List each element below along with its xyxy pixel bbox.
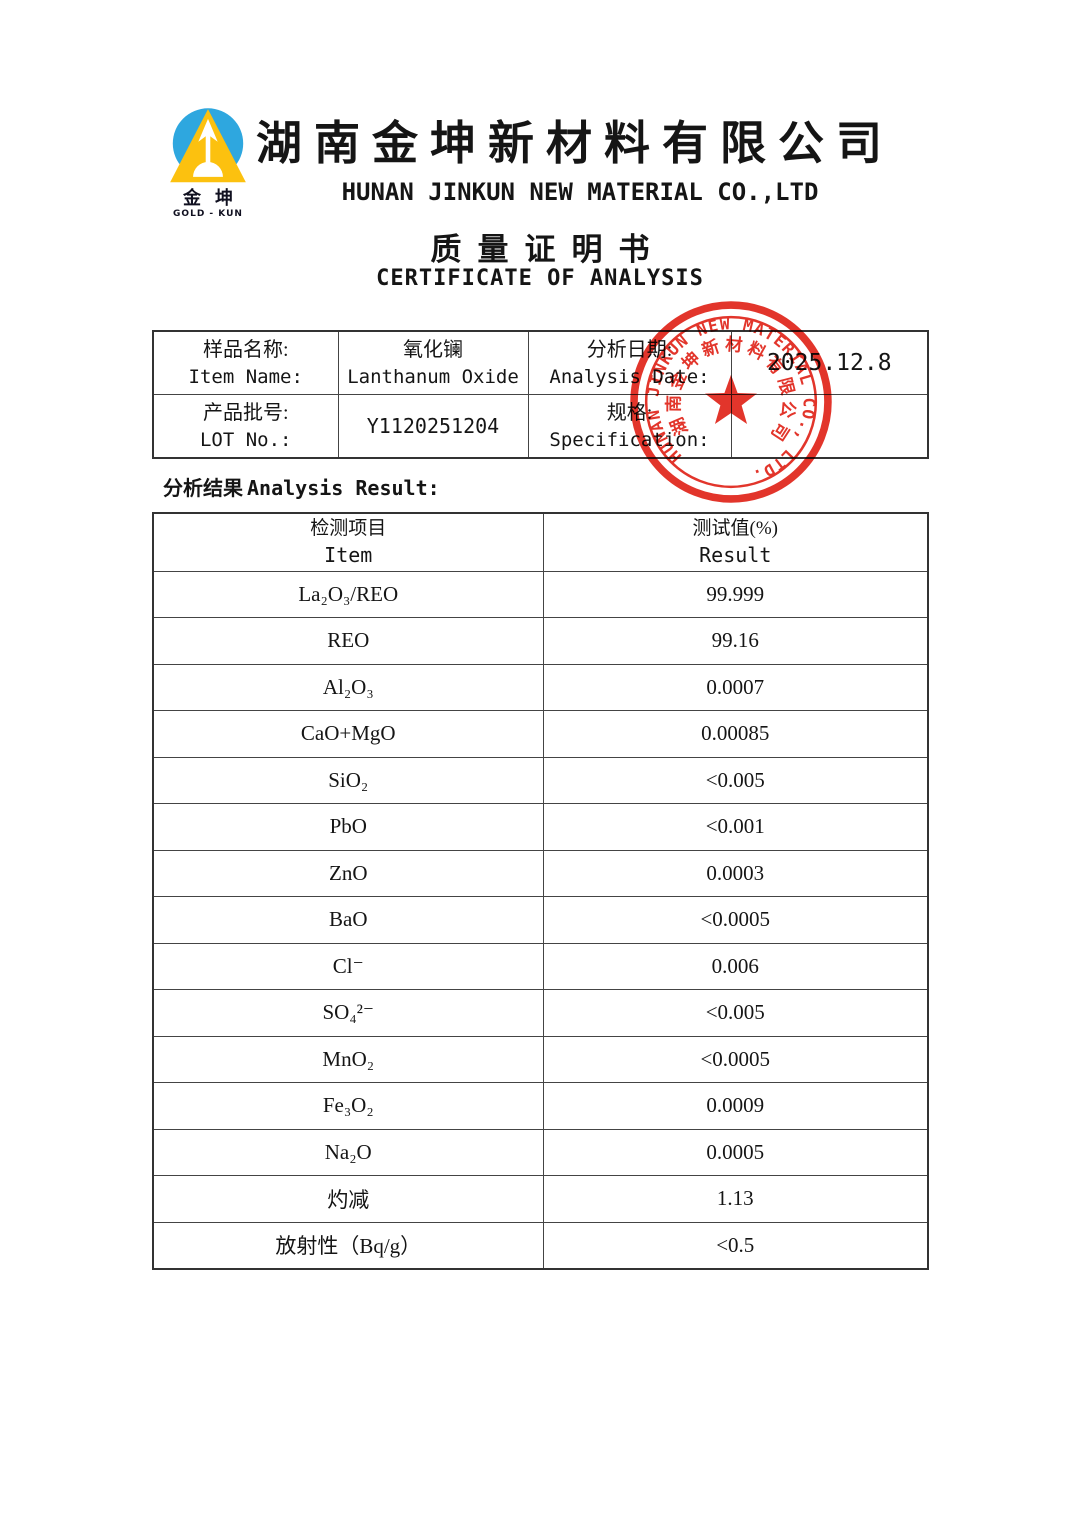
item-cell: La₂O₃/REO bbox=[152, 570, 544, 618]
item-cell: CaO+MgO bbox=[152, 710, 544, 758]
item-cell: Fe₃O₂ bbox=[152, 1082, 544, 1130]
analysis-result-table: 检测项目 Item 测试值(%) Result La₂O₃/REO 99.999 R… bbox=[152, 512, 929, 1270]
item-cell: REO bbox=[152, 617, 544, 665]
result-cell: 1.13 bbox=[542, 1175, 929, 1223]
table-row: MnO₂ <0.0005 bbox=[152, 1035, 929, 1083]
header-row: 检测项目 Item 测试值(%) Result bbox=[152, 512, 929, 572]
table-row: Al₂O₃ 0.0007 bbox=[152, 663, 929, 711]
item-cell: PbO bbox=[152, 803, 544, 851]
result-cell: 0.00085 bbox=[542, 710, 929, 758]
lot-no-value: Y1120251204 bbox=[337, 394, 529, 459]
logo-text-en: GOLD - KUN bbox=[173, 209, 243, 219]
specification-label: 规格: Specification: bbox=[527, 394, 732, 459]
item-cell: Cl⁻ bbox=[152, 942, 544, 990]
result-cell: 0.0009 bbox=[542, 1082, 929, 1130]
seal-star-icon bbox=[705, 374, 757, 425]
result-cell: 0.0005 bbox=[542, 1128, 929, 1176]
item-cell: ZnO bbox=[152, 849, 544, 897]
result-cell: 99.16 bbox=[542, 617, 929, 665]
analysis-date-label: 分析日期: Analysis Date: bbox=[527, 330, 732, 395]
company-name-cn: 湖南金坤新材料有限公司 bbox=[256, 118, 894, 169]
item-cell: SO₄²⁻ bbox=[152, 989, 544, 1037]
result-column-header: 测试值(%) Result bbox=[542, 512, 929, 572]
table-row: CaO+MgO 0.00085 bbox=[152, 710, 929, 758]
item-name-value: 氧化镧 Lanthanum Oxide bbox=[337, 330, 529, 395]
table-row: REO 99.16 bbox=[152, 617, 929, 665]
result-cell: <0.0005 bbox=[542, 896, 929, 944]
result-cell: 99.999 bbox=[542, 570, 929, 618]
result-table-body: La₂O₃/REO 99.999 REO 99.16 Al₂O₃ 0.0007 CaO+Mg… bbox=[152, 570, 929, 1269]
result-cell: <0.5 bbox=[542, 1221, 929, 1269]
item-cell: Na₂O bbox=[152, 1128, 544, 1176]
doc-title-en: CERTIFICATE OF ANALYSIS bbox=[376, 266, 704, 291]
table-row: BaO <0.0005 bbox=[152, 896, 929, 944]
result-cell: <0.005 bbox=[542, 989, 929, 1037]
table-row: 样品名称: Item Name: 氧化镧 Lanthanum Oxide 分析日… bbox=[152, 330, 929, 395]
item-cell: SiO₂ bbox=[152, 756, 544, 804]
logo-emblem-icon bbox=[170, 108, 246, 183]
company-seal-stamp: HUNAN JINKUN NEW MATERIAL CO., LTD. 湖南金坤… bbox=[629, 300, 833, 504]
company-logo: 金坤 GOLD - KUN bbox=[154, 106, 262, 219]
item-column-header: 检测项目 Item bbox=[152, 512, 544, 572]
sample-info-table: 样品名称: Item Name: 氧化镧 Lanthanum Oxide 分析日… bbox=[152, 330, 929, 459]
table-row: Cl⁻ 0.006 bbox=[152, 942, 929, 990]
table-row: Na₂O 0.0005 bbox=[152, 1128, 929, 1176]
item-cell: BaO bbox=[152, 896, 544, 944]
item-cell: Al₂O₃ bbox=[152, 663, 544, 711]
logo-text-cn: 金坤 bbox=[183, 188, 247, 208]
item-name-label: 样品名称: Item Name: bbox=[152, 330, 339, 395]
item-cell: MnO₂ bbox=[152, 1035, 544, 1083]
item-cell: 放射性（Bq/g） bbox=[152, 1221, 544, 1269]
table-row: 放射性（Bq/g） <0.5 bbox=[152, 1221, 929, 1269]
table-row: PbO <0.001 bbox=[152, 803, 929, 851]
result-cell: 0.0003 bbox=[542, 849, 929, 897]
table-row: SO₄²⁻ <0.005 bbox=[152, 989, 929, 1037]
table-row: Fe₃O₂ 0.0009 bbox=[152, 1082, 929, 1130]
result-cell: <0.0005 bbox=[542, 1035, 929, 1083]
lot-no-label: 产品批号: LOT No.: bbox=[152, 394, 339, 459]
table-row: La₂O₃/REO 99.999 bbox=[152, 570, 929, 618]
analysis-result-heading: 分析结果 Analysis Result: bbox=[163, 476, 440, 500]
table-row: SiO₂ <0.005 bbox=[152, 756, 929, 804]
result-cell: <0.001 bbox=[542, 803, 929, 851]
table-row: ZnO 0.0003 bbox=[152, 849, 929, 897]
item-cell: 灼减 bbox=[152, 1175, 544, 1223]
doc-title-cn: 质量证明书 bbox=[430, 232, 666, 267]
company-name-en: HUNAN JINKUN NEW MATERIAL CO.,LTD bbox=[341, 178, 819, 206]
result-cell: 0.006 bbox=[542, 942, 929, 990]
result-cell: 0.0007 bbox=[542, 663, 929, 711]
result-cell: <0.005 bbox=[542, 756, 929, 804]
table-row: 灼减 1.13 bbox=[152, 1175, 929, 1223]
